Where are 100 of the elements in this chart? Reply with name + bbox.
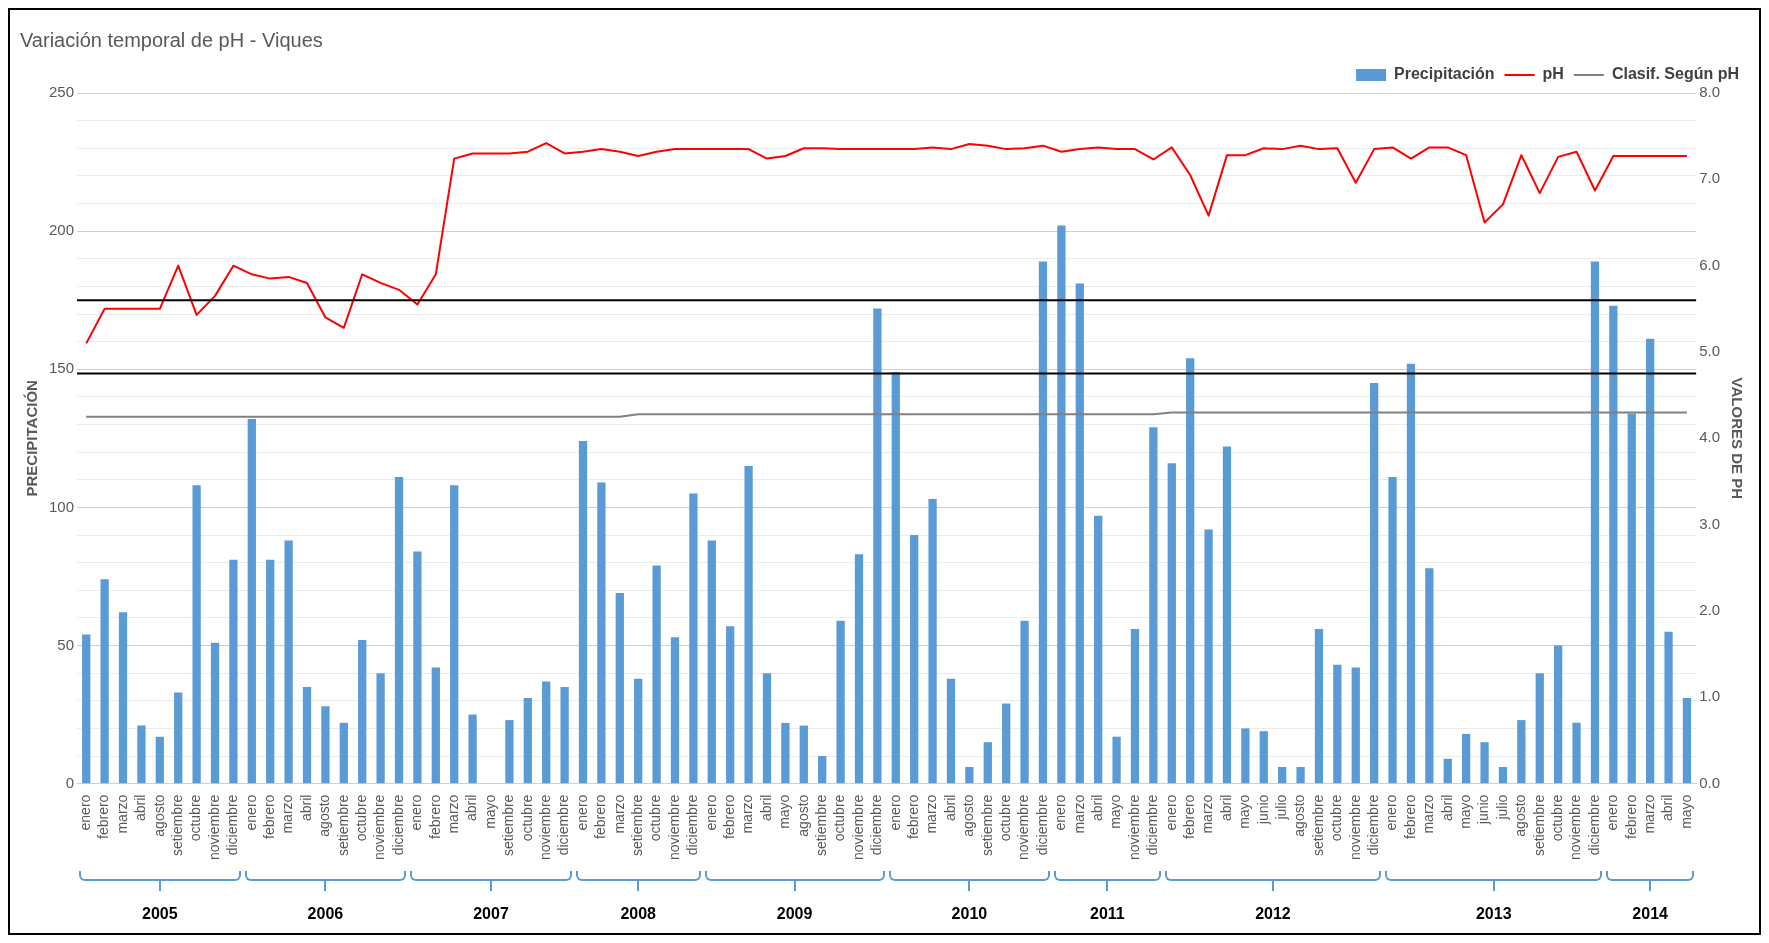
x-tick-label: enero xyxy=(702,794,719,831)
bar xyxy=(689,493,698,784)
bar xyxy=(652,565,661,784)
x-tick-label: agosto xyxy=(794,794,811,837)
y2-tick-label: 5.0 xyxy=(1699,342,1721,360)
bar xyxy=(762,673,772,784)
x-tick-label: abril xyxy=(297,794,314,822)
bar xyxy=(1020,620,1029,784)
text: 2012 xyxy=(1255,905,1291,923)
x-tick-label: abril xyxy=(1217,794,1234,822)
y-tick-label: 0 xyxy=(65,773,75,791)
bar xyxy=(1112,736,1121,784)
x-tick-label: abril xyxy=(757,794,774,822)
x-tick-label: enero xyxy=(573,794,590,831)
x-tick-label: marzo xyxy=(739,794,756,834)
x-tick-label: marzo xyxy=(1070,794,1087,834)
bar xyxy=(229,559,238,784)
x-tick-label: noviembre xyxy=(665,794,682,861)
bar xyxy=(376,673,385,784)
bar xyxy=(1241,728,1250,784)
bar xyxy=(1682,698,1692,784)
bar xyxy=(891,372,900,784)
x-tick-label: enero xyxy=(1162,794,1179,831)
x-tick-label: enero xyxy=(408,794,425,831)
bar xyxy=(137,725,146,784)
bar xyxy=(210,642,220,784)
bar xyxy=(1204,529,1213,784)
bar xyxy=(1664,631,1673,784)
x-tick-label: febrero xyxy=(1622,794,1639,839)
x-tick-label: enero xyxy=(1383,794,1400,831)
x-tick-label: marzo xyxy=(279,794,296,834)
x-tick-label: enero xyxy=(1604,794,1621,831)
y-tick-label: 100 xyxy=(49,497,75,515)
bar xyxy=(1222,446,1232,784)
text: 2009 xyxy=(776,905,813,923)
bar xyxy=(1296,767,1305,784)
bar xyxy=(1535,673,1544,784)
x-tick-label: setiembre xyxy=(169,794,186,857)
x-tick-label: agosto xyxy=(1291,794,1308,837)
x-tick-label: abril xyxy=(1438,794,1455,822)
bar xyxy=(302,686,312,784)
x-tick-label: diciembre xyxy=(868,794,885,856)
x-tick-label: abril xyxy=(463,794,480,822)
bar xyxy=(358,639,367,784)
x-tick-label: octubre xyxy=(831,794,848,842)
bar xyxy=(1462,733,1471,784)
bar xyxy=(1130,628,1140,784)
x-tick-label: febrero xyxy=(1181,794,1198,839)
x-tick-label: diciembre xyxy=(1365,794,1382,856)
x-tick-label: setiembre xyxy=(500,794,517,857)
bar xyxy=(1425,568,1434,784)
x-tick-label: agosto xyxy=(960,794,977,837)
text: 2014 xyxy=(1632,905,1669,923)
bar xyxy=(1167,463,1176,784)
bar xyxy=(965,767,974,784)
bar xyxy=(247,418,256,784)
x-tick-label: agosto xyxy=(316,794,333,837)
bar xyxy=(1278,767,1287,784)
x-tick-label: setiembre xyxy=(978,794,995,857)
chart-title: Variación temporal de pH - Viques xyxy=(20,28,323,51)
x-tick-label: diciembre xyxy=(1585,794,1602,856)
x-tick-label: setiembre xyxy=(629,794,646,857)
x-tick-label: octubre xyxy=(187,794,204,842)
x-tick-label: abril xyxy=(132,794,149,822)
bar xyxy=(523,698,532,784)
legend-label: Clasif. Según pH xyxy=(1611,65,1739,83)
bar xyxy=(450,485,459,784)
bar xyxy=(1259,731,1268,784)
bar xyxy=(928,499,937,784)
y2-tick-label: 8.0 xyxy=(1699,83,1721,101)
x-tick-label: enero xyxy=(886,794,903,831)
x-tick-label: febrero xyxy=(95,794,112,839)
x-tick-label: junio xyxy=(1475,794,1492,826)
bar xyxy=(597,482,606,784)
bar xyxy=(1149,427,1158,784)
bar xyxy=(634,678,643,784)
bar xyxy=(1057,225,1066,784)
text: 2005 xyxy=(142,905,178,923)
y2-tick-label: 4.0 xyxy=(1699,428,1721,446)
y-axis-title: PRECIPITACIÓN xyxy=(23,380,41,497)
bar xyxy=(1388,476,1397,784)
x-tick-label: febrero xyxy=(1401,794,1418,839)
x-tick-label: diciembre xyxy=(224,794,241,856)
bar xyxy=(1351,667,1360,784)
bar xyxy=(707,540,716,784)
bar xyxy=(413,551,422,784)
bar xyxy=(1094,515,1103,784)
bar xyxy=(192,485,201,784)
bar xyxy=(836,620,845,784)
bar xyxy=(1590,261,1600,784)
bar xyxy=(1609,305,1618,784)
x-tick-label: noviembre xyxy=(1125,794,1142,861)
x-tick-label: febrero xyxy=(426,794,443,839)
x-tick-label: mayo xyxy=(481,794,498,829)
bar xyxy=(799,725,808,784)
bar xyxy=(266,559,275,784)
bar xyxy=(1038,261,1048,784)
bar xyxy=(1480,742,1489,784)
bar xyxy=(854,554,864,784)
x-tick-label: octubre xyxy=(1549,794,1566,842)
